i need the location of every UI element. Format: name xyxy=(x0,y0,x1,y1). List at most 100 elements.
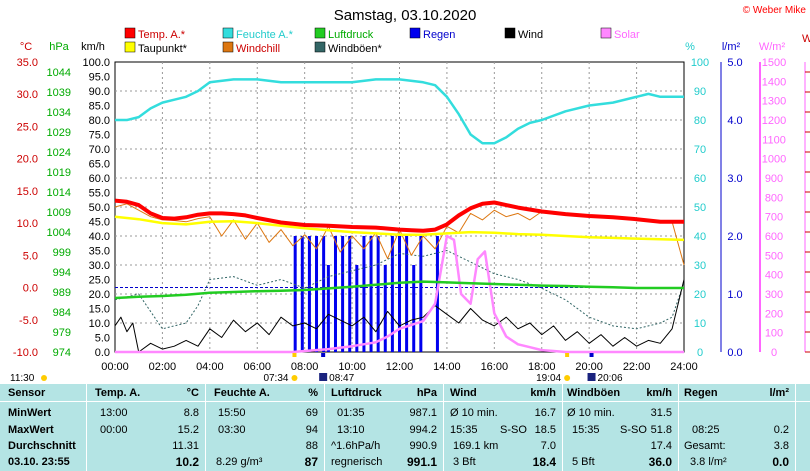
humidity-tick-label: 30 xyxy=(694,260,706,272)
x-tick-label: 06:00 xyxy=(243,361,271,373)
header-temp-unit: °C xyxy=(186,387,199,399)
rain-bar xyxy=(376,236,380,352)
cell-value: 88 xyxy=(305,440,318,452)
solar-tick-label: 1500 xyxy=(762,57,786,69)
cell-value: 31.5 xyxy=(650,407,672,419)
solar-tick-label: 200 xyxy=(765,308,783,320)
legend-label: Feuchte A.* xyxy=(236,29,294,41)
temp-tick-label: 5.0 xyxy=(23,250,38,262)
legend-label: Windböen* xyxy=(328,43,383,55)
kmh-tick-label: 80.0 xyxy=(89,115,110,127)
cell-time: 13:00 xyxy=(100,407,128,419)
header-wind: Wind xyxy=(450,387,477,399)
row-label: MinWert xyxy=(8,407,52,419)
cell-time: regnerisch xyxy=(331,456,383,468)
cell-time: Ø 10 min. xyxy=(567,407,615,419)
pressure-tick-label: 989 xyxy=(53,287,71,299)
kmh-tick-label: 30.0 xyxy=(89,260,110,272)
cell-direction: S-SO xyxy=(500,424,527,436)
x-tick-label: 18:00 xyxy=(528,361,556,373)
solar-tick-label: 400 xyxy=(765,270,783,282)
solar-unit-label: W/m² xyxy=(759,41,786,53)
rain-bar xyxy=(390,236,394,352)
cell-time: Ø 10 min. xyxy=(450,407,498,419)
weather-chart: Samstag, 03.10.2020 © Weber Mike Temp. A… xyxy=(10,5,810,384)
x-tick-label: 16:00 xyxy=(481,361,509,373)
col-sep xyxy=(205,384,206,471)
sun-icon xyxy=(564,375,571,381)
cell-value: 991.1 xyxy=(406,455,437,469)
kmh-tick-label: 90.0 xyxy=(89,86,110,98)
pressure-tick-label: 1004 xyxy=(47,227,71,239)
rain-tick-label: 1.0 xyxy=(727,289,742,301)
right-axes: 10090807060504030201005.04.03.02.01.00.0… xyxy=(691,57,810,359)
cell-value: 994.2 xyxy=(409,424,437,436)
series-layer xyxy=(114,78,685,354)
humidity-unit-label: % xyxy=(685,41,695,53)
header-press: Luftdruck xyxy=(331,387,382,399)
humidity-tick-label: 40 xyxy=(694,231,706,243)
cell-value: 0.2 xyxy=(773,424,789,436)
wind-series-line xyxy=(114,279,685,353)
cell-value: 7.0 xyxy=(540,440,556,452)
kmh-tick-label: 85.0 xyxy=(89,101,110,113)
cell-time: 3 Bft xyxy=(453,456,476,468)
kmh-tick-label: 100.0 xyxy=(82,57,110,69)
sun-events: 11:30 07:34 08:47 19:04 20:06 xyxy=(10,353,623,384)
grid xyxy=(115,62,684,352)
cell-time: ^1.6hPa/h xyxy=(331,440,381,452)
header-rain: Regen xyxy=(684,387,718,399)
cell-value: 18.4 xyxy=(532,455,556,469)
pressure-tick-label: 999 xyxy=(53,247,71,259)
windb-en-series-line xyxy=(114,250,685,330)
rain-tick-label: 3.0 xyxy=(727,173,742,185)
humidity-tick-label: 80 xyxy=(694,115,706,127)
cell-value: 987.1 xyxy=(409,407,437,419)
x-tick-label: 20:00 xyxy=(575,361,603,373)
kmh-tick-label: 55.0 xyxy=(89,188,110,200)
col-sep xyxy=(562,384,563,471)
cell-time: 03:30 xyxy=(218,424,246,436)
rain-tick-label: 4.0 xyxy=(727,115,742,127)
event-marker xyxy=(292,353,297,357)
kmh-tick-label: 75.0 xyxy=(89,130,110,142)
kmh-tick-label: 45.0 xyxy=(89,217,110,229)
pressure-tick-label: 984 xyxy=(53,307,71,319)
pressure-tick-label: 1029 xyxy=(47,127,71,139)
legend-swatch xyxy=(124,27,136,39)
cell-value: 18.5 xyxy=(534,424,556,436)
solar-tick-label: 500 xyxy=(765,250,783,262)
legend-swatch xyxy=(222,27,234,39)
rain-bar xyxy=(307,236,311,352)
kmh-tick-label: 50.0 xyxy=(89,202,110,214)
cell-value: 11.31 xyxy=(172,440,199,452)
solar-tick-label: 1100 xyxy=(762,134,786,146)
time-left-label: 11:30 xyxy=(10,373,35,384)
copyright-label: © Weber Mike xyxy=(743,5,807,16)
cell-time: 08:25 xyxy=(692,424,720,436)
legend-swatch xyxy=(409,27,421,39)
rain-bar xyxy=(341,236,345,352)
x-tick-label: 12:00 xyxy=(386,361,414,373)
temp-tick-label: -5.0 xyxy=(19,315,38,327)
rain-bar xyxy=(293,236,297,352)
col-sep xyxy=(795,384,796,471)
legend-swatch xyxy=(314,41,326,53)
temp-tick-label: 10.0 xyxy=(17,218,38,230)
humidity-tick-label: 90 xyxy=(694,86,706,98)
cell-time: Gesamt: xyxy=(684,440,726,452)
x-tick-label: 24:00 xyxy=(670,361,698,373)
rain-tick-label: 5.0 xyxy=(727,57,742,69)
cell-value: 69 xyxy=(305,407,318,419)
x-tick-label: 00:00 xyxy=(101,361,129,373)
moon-icon xyxy=(587,373,596,381)
humidity-tick-label: 50 xyxy=(694,202,706,214)
cell-time: 15:50 xyxy=(218,407,246,419)
rain-bar xyxy=(412,265,416,352)
cell-value: 87 xyxy=(304,455,318,469)
rain-tick-label: 0.0 xyxy=(727,347,742,359)
kmh-tick-label: 70.0 xyxy=(89,144,110,156)
legend-label: Temp. A.* xyxy=(138,29,186,41)
cell-time: 5 Bft xyxy=(572,456,595,468)
header-gust-unit: km/h xyxy=(646,387,672,399)
